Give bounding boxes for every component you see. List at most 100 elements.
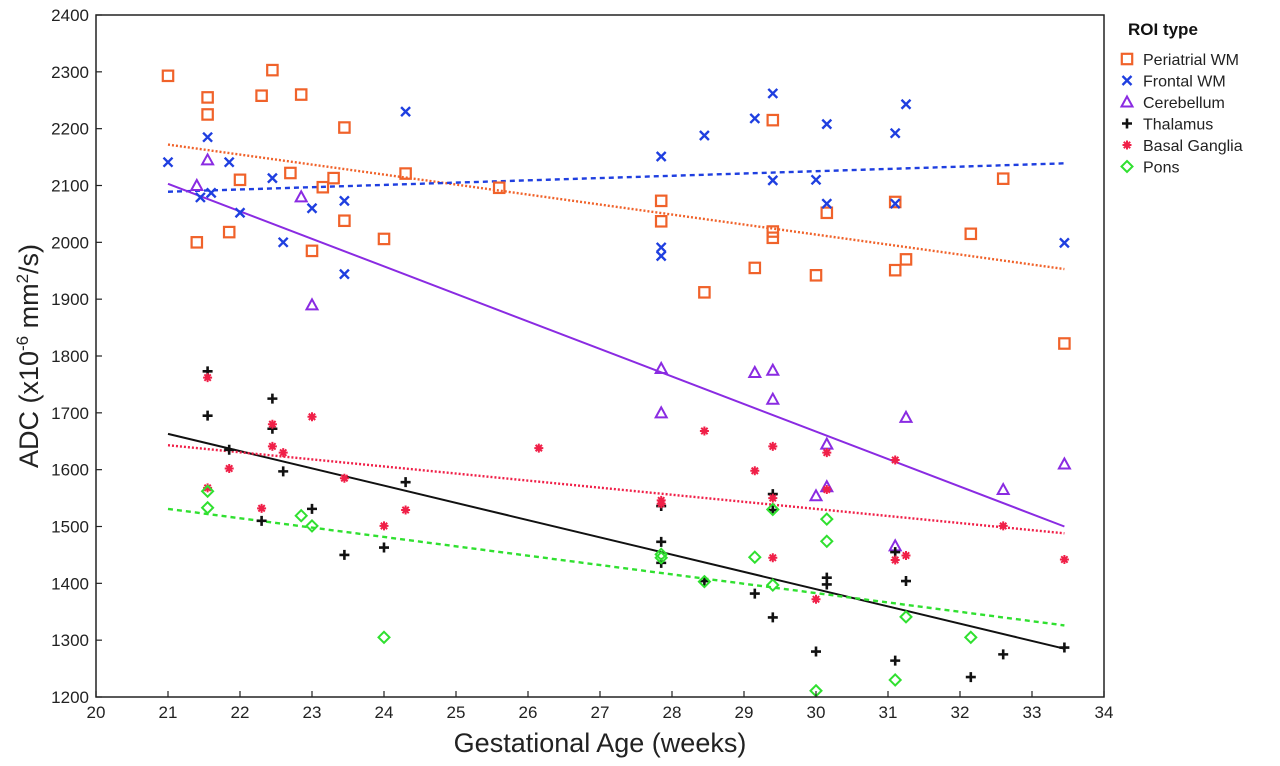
point-pons	[654, 547, 669, 562]
point-frontal-wm	[749, 113, 761, 124]
point-cerebellum	[1057, 456, 1072, 470]
y-tick-label: 1300	[51, 631, 89, 650]
x-tick-label: 29	[735, 703, 754, 722]
point-pons	[819, 534, 834, 549]
point-pons	[888, 673, 903, 687]
point-periatrial-wm	[255, 89, 268, 103]
point-basal-ganglia	[203, 373, 213, 383]
point-frontal-wm	[889, 198, 901, 210]
y-axis-title-exponent: -6	[13, 336, 32, 351]
fit-line-pons	[167, 507, 1065, 627]
point-basal-ganglia	[401, 505, 411, 515]
legend-label-pons: Pons	[1143, 160, 1179, 177]
legend-marker-cerebellum	[1119, 94, 1135, 108]
legend-title: ROI type	[1128, 20, 1198, 39]
point-thalamus	[224, 444, 235, 455]
point-periatrial-wm	[899, 253, 913, 266]
x-tick-label: 20	[87, 703, 106, 722]
point-frontal-wm	[234, 207, 246, 219]
x-tick-label: 21	[159, 703, 178, 722]
point-frontal-wm	[339, 195, 350, 207]
x-tick-label: 32	[951, 703, 970, 722]
legend-label-frontal-wm: Frontal WM	[1143, 74, 1226, 91]
legend-label-basal-ganglia: Basal Ganglia	[1143, 138, 1243, 155]
point-thalamus	[699, 576, 710, 587]
point-periatrial-wm	[888, 263, 902, 277]
y-tick-label: 2200	[51, 120, 89, 139]
x-tick-label: 25	[447, 703, 466, 722]
point-thalamus	[890, 655, 901, 666]
point-basal-ganglia	[811, 594, 821, 604]
point-periatrial-wm	[201, 91, 214, 104]
x-tick-label: 28	[663, 703, 682, 722]
point-pons	[899, 609, 913, 624]
axes: 20 21 22 23 24 25 26 27 28 29 30 31 32 33 34 1200 1300 14…	[51, 6, 1113, 722]
point-pons	[377, 630, 391, 645]
point-basal-ganglia	[822, 448, 832, 458]
point-thalamus	[307, 503, 317, 514]
point-frontal-wm	[699, 130, 710, 141]
point-frontal-wm	[1059, 237, 1070, 249]
point-basal-ganglia	[822, 485, 832, 495]
point-cerebellum	[654, 405, 669, 419]
point-frontal-wm	[400, 106, 411, 117]
point-frontal-wm	[655, 250, 667, 262]
point-periatrial-wm	[399, 167, 412, 180]
point-periatrial-wm	[654, 194, 668, 208]
point-pons	[294, 508, 309, 523]
point-thalamus	[767, 612, 778, 623]
point-periatrial-wm	[316, 180, 330, 194]
point-basal-ganglia	[901, 550, 911, 560]
point-basal-ganglia	[768, 493, 778, 503]
point-thalamus	[400, 477, 411, 488]
y-axis-title-part: mm	[14, 283, 44, 335]
legend-marker-thalamus	[1122, 118, 1132, 129]
point-basal-ganglia	[339, 473, 349, 483]
point-cerebellum	[747, 364, 762, 378]
point-thalamus	[998, 649, 1009, 660]
point-frontal-wm	[889, 127, 901, 139]
point-frontal-wm	[655, 242, 667, 253]
point-cerebellum	[189, 177, 204, 191]
y-tick-label: 1500	[51, 518, 89, 537]
point-pons	[765, 502, 780, 517]
fit-line-periatrial-wm	[167, 143, 1065, 271]
point-periatrial-wm	[698, 286, 711, 299]
point-periatrial-wm	[294, 88, 308, 101]
point-cerebellum	[200, 152, 215, 166]
point-periatrial-wm	[809, 268, 823, 282]
y-tick-label: 1400	[51, 574, 89, 593]
point-thalamus	[278, 466, 289, 477]
x-tick-label: 24	[375, 703, 394, 722]
point-basal-ganglia	[267, 419, 277, 429]
point-thalamus	[256, 515, 267, 526]
point-basal-ganglia	[768, 441, 778, 451]
point-periatrial-wm	[327, 171, 340, 185]
point-thalamus	[339, 549, 350, 560]
x-axis-title: Gestational Age (weeks)	[454, 728, 747, 758]
x-tick-label: 30	[807, 703, 826, 722]
point-basal-ganglia	[656, 499, 666, 509]
point-frontal-wm	[162, 156, 174, 168]
point-thalamus	[965, 672, 976, 683]
point-pons	[200, 500, 215, 515]
point-basal-ganglia	[998, 521, 1008, 531]
x-tick-label: 34	[1095, 703, 1114, 722]
point-cerebellum	[294, 189, 309, 203]
legend-marker-frontal-wm	[1121, 75, 1133, 86]
y-tick-label: 1800	[51, 347, 89, 366]
point-basal-ganglia	[379, 521, 389, 531]
x-tick-label: 23	[303, 703, 322, 722]
point-frontal-wm	[202, 131, 213, 143]
point-thalamus	[202, 410, 213, 421]
point-frontal-wm	[205, 187, 217, 199]
point-periatrial-wm	[233, 173, 247, 187]
point-frontal-wm	[767, 175, 779, 186]
point-frontal-wm	[277, 236, 289, 248]
point-basal-ganglia	[890, 455, 900, 465]
point-thalamus	[901, 576, 911, 587]
point-pons	[654, 550, 669, 565]
point-thalamus	[267, 393, 278, 404]
point-basal-ganglia	[768, 553, 778, 563]
